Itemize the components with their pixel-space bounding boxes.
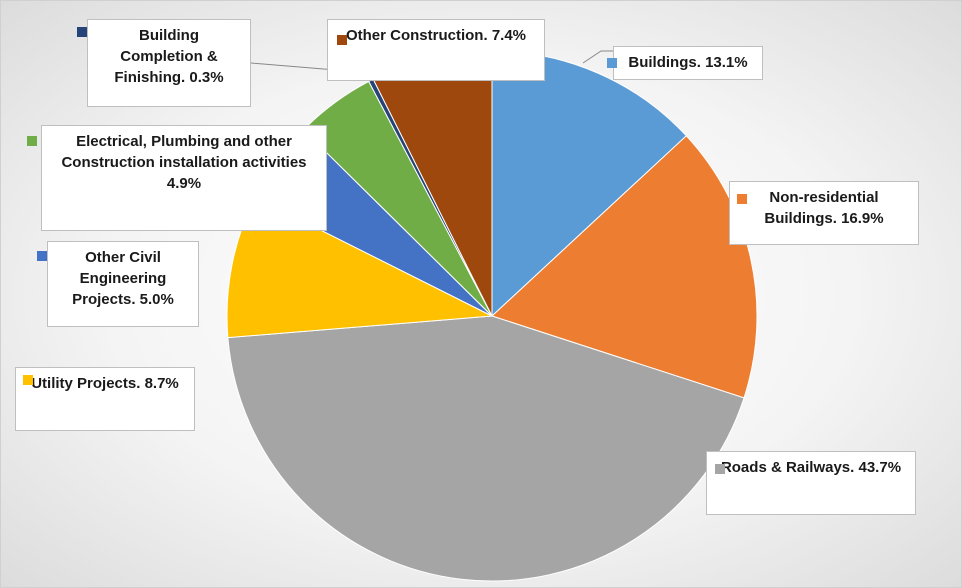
category-label: Other Civil Engineering Projects. xyxy=(72,249,167,308)
data-label: Electrical, Plumbing and other Construct… xyxy=(41,125,327,231)
legend-marker xyxy=(37,251,47,261)
value-label: 7.4% xyxy=(491,27,527,44)
value-label: 4.9% xyxy=(166,175,202,192)
category-label: Roads & Railways. xyxy=(720,459,855,476)
category-label: Non-residential Buildings. xyxy=(764,189,879,227)
leader-line xyxy=(582,50,613,64)
value-label: 5.0% xyxy=(139,291,174,308)
data-label: Buildings. 13.1% xyxy=(613,46,763,80)
legend-marker xyxy=(715,464,725,474)
category-label: Buildings. xyxy=(628,54,701,71)
pie-slice xyxy=(491,135,758,399)
data-label: Utility Projects. 8.7% xyxy=(15,367,195,431)
data-label: Roads & Railways. 43.7% xyxy=(706,451,916,515)
value-label: 0.3% xyxy=(189,69,224,86)
legend-marker xyxy=(77,27,87,37)
category-label: Utility Projects. xyxy=(31,375,141,392)
value-label: 16.9% xyxy=(841,210,884,227)
pie-slice xyxy=(227,315,745,582)
category-label: Other Construction. xyxy=(345,27,488,44)
legend-marker xyxy=(737,194,747,204)
legend-marker xyxy=(337,35,347,45)
value-label: 43.7% xyxy=(858,459,902,476)
data-label: Building Completion & Finishing. 0.3% xyxy=(87,19,251,107)
legend-marker xyxy=(27,136,37,146)
value-label: 13.1% xyxy=(705,54,748,71)
category-label: Building Completion & Finishing. xyxy=(114,27,218,86)
category-label: Electrical, Plumbing and other Construct… xyxy=(61,133,307,171)
data-label: Non-residential Buildings. 16.9% xyxy=(729,181,919,245)
data-label: Other Construction. 7.4% xyxy=(327,19,545,81)
data-label: Other Civil Engineering Projects. 5.0% xyxy=(47,241,199,327)
legend-marker xyxy=(23,375,33,385)
value-label: 8.7% xyxy=(144,375,179,392)
legend-marker xyxy=(607,58,617,68)
